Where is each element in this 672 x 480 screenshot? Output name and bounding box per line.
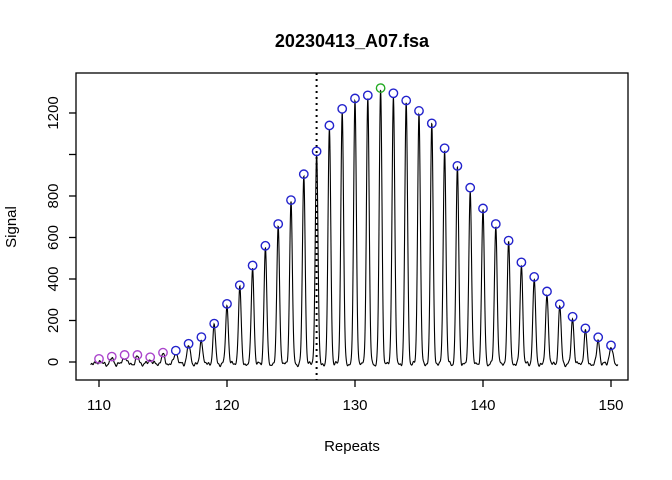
y-tick-label: 800 bbox=[45, 183, 62, 208]
x-tick-label: 150 bbox=[598, 397, 623, 414]
x-tick-label: 110 bbox=[87, 397, 111, 414]
peak-marker bbox=[94, 353, 104, 364]
peak-marker bbox=[234, 280, 245, 291]
y-tick-label: 200 bbox=[45, 308, 62, 333]
y-tick-label: 0 bbox=[45, 358, 62, 366]
peak-marker bbox=[158, 347, 168, 358]
plot-box bbox=[75, 72, 629, 381]
peak-marker bbox=[452, 160, 463, 171]
x-tick-label: 120 bbox=[214, 397, 239, 414]
peak-marker bbox=[426, 118, 437, 129]
peak-marker bbox=[183, 338, 194, 349]
peak-marker bbox=[439, 143, 450, 154]
x-tick-label: 140 bbox=[470, 397, 495, 414]
peak-marker bbox=[503, 235, 514, 246]
peak-marker bbox=[209, 318, 220, 329]
peak-marker bbox=[529, 272, 540, 282]
peak-marker bbox=[567, 311, 578, 322]
peak-marker bbox=[388, 88, 399, 99]
x-tick-label: 130 bbox=[342, 397, 367, 414]
peak-marker bbox=[580, 323, 591, 334]
peak-marker bbox=[401, 95, 412, 106]
peak-marker bbox=[554, 299, 565, 310]
peak-marker bbox=[490, 219, 501, 229]
peak-marker bbox=[196, 332, 207, 342]
peak-marker bbox=[311, 146, 322, 157]
peak-marker bbox=[516, 257, 527, 268]
peak-marker bbox=[465, 182, 476, 193]
peak-marker bbox=[145, 352, 156, 363]
peak-marker bbox=[375, 83, 386, 93]
peak-marker bbox=[414, 106, 424, 116]
peak-marker bbox=[222, 298, 232, 309]
peak-marker bbox=[478, 203, 488, 214]
y-tick-label: 1200 bbox=[45, 96, 62, 129]
peak-marker bbox=[337, 103, 348, 114]
x-axis-label: Repeats bbox=[324, 438, 380, 455]
plot-area: 110 120 130 140 150 0 200 400 600 800 1200 bbox=[45, 72, 629, 414]
peak-marker bbox=[260, 240, 271, 251]
peak-marker bbox=[247, 260, 258, 271]
peak-marker bbox=[298, 169, 309, 180]
peak-marker bbox=[286, 195, 296, 206]
y-tick-label: 600 bbox=[45, 225, 62, 250]
peak-marker bbox=[273, 219, 284, 229]
signal-trace bbox=[90, 89, 619, 368]
chart-title: 20230413_A07.fsa bbox=[275, 31, 430, 51]
peak-marker bbox=[324, 120, 335, 131]
peak-marker bbox=[606, 340, 616, 351]
peak-marker bbox=[106, 351, 117, 362]
peak-marker bbox=[542, 286, 552, 297]
peak-marker bbox=[170, 345, 181, 356]
peak-marker bbox=[350, 93, 360, 104]
peak-marker bbox=[362, 90, 373, 101]
peak-marker bbox=[132, 350, 143, 360]
y-tick-label: 400 bbox=[45, 266, 62, 291]
y-axis-label: Signal bbox=[3, 206, 20, 248]
peak-marker bbox=[119, 350, 130, 360]
peak-marker bbox=[593, 332, 604, 343]
